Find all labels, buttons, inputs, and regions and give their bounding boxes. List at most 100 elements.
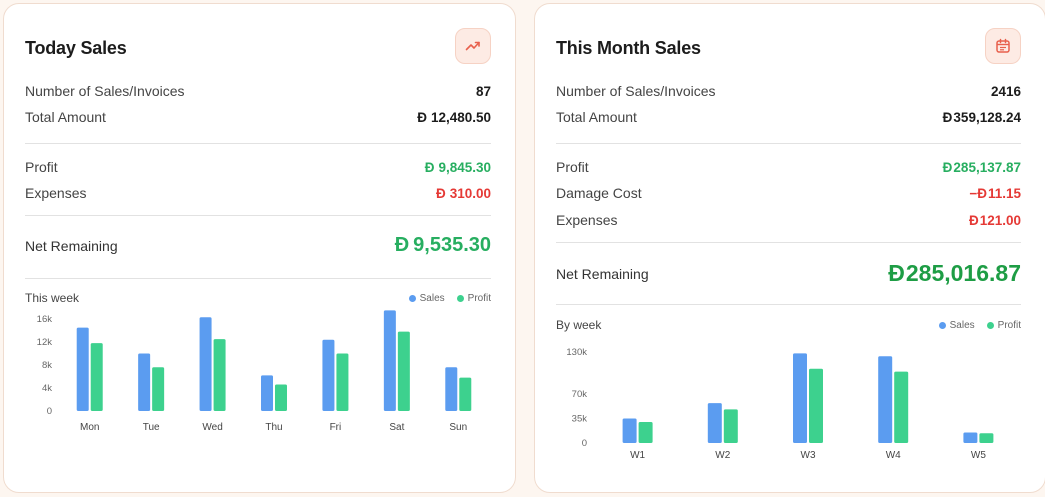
sales-bar (383, 310, 396, 411)
calendar-icon (996, 38, 1010, 53)
x-tick-label: Fri (330, 422, 342, 433)
currency-symbol: Đ (394, 234, 410, 256)
sales-bar (622, 418, 637, 443)
chart-legend: Sales Profit (408, 292, 491, 304)
calendar-badge[interactable] (985, 28, 1021, 64)
x-tick-label: Sat (389, 422, 404, 433)
profit-bar (809, 368, 823, 443)
sales-bar (322, 339, 335, 411)
invoices-label: Number of Sales/Invoices (25, 83, 185, 99)
net-value: Đ285,016.87 (888, 260, 1021, 287)
legend-profit[interactable]: Profit (986, 320, 1021, 331)
chart-legend: Sales Profit (938, 319, 1021, 331)
legend-dot (408, 294, 416, 302)
currency-symbol: Đ (435, 185, 446, 201)
card-title: This Month Sales (556, 38, 701, 58)
legend-label: Profit (467, 292, 491, 304)
profit-amount: 285,137.87 (953, 159, 1021, 175)
chart-title: This week (25, 291, 80, 305)
sales-bar (878, 356, 893, 443)
damage-row: Damage Cost −Đ11.15 (556, 185, 1021, 201)
y-tick-label: 4k (42, 383, 52, 394)
profit-bar (152, 367, 165, 411)
y-tick-label: 70k (572, 389, 588, 400)
legend-sales[interactable]: Sales (938, 319, 975, 331)
currency-symbol: Đ (942, 159, 953, 175)
x-tick-label: Wed (202, 422, 222, 433)
currency-symbol: Đ (968, 212, 979, 228)
y-tick-label: 0 (47, 406, 52, 417)
net-label: Net Remaining (25, 237, 118, 254)
x-tick-label: Thu (265, 422, 282, 433)
monthly-bar-chart: 130k 70k 35k 0 W1 W2 W3 W4 W5 (566, 347, 994, 461)
profit-value: Đ285,137.87 (943, 160, 1021, 175)
legend-dot (986, 321, 994, 329)
net-amount: 285,016.87 (905, 260, 1021, 286)
invoices-label: Number of Sales/Invoices (556, 83, 716, 99)
profit-bar (894, 371, 909, 443)
expenses-label: Expenses (556, 212, 618, 228)
legend-sales[interactable]: Sales (408, 292, 445, 304)
sales-bar (707, 403, 722, 443)
y-tick-label: 16k (37, 314, 53, 325)
expenses-value: Đ121.00 (969, 213, 1021, 228)
y-tick-label: 35k (572, 414, 588, 425)
profit-bar (275, 384, 287, 411)
y-tick-label: 0 (582, 438, 587, 449)
currency-symbol: Đ (888, 260, 905, 286)
profit-bar (90, 343, 103, 411)
profit-bar (459, 377, 472, 411)
sales-bar (199, 317, 212, 411)
profit-amount: 9,845.30 (438, 159, 491, 175)
damage-amount: 11.15 (987, 185, 1021, 201)
profit-bar (979, 433, 994, 443)
total-amount: 359,128.24 (953, 109, 1021, 125)
x-tick-label: W2 (715, 450, 730, 461)
y-tick-label: 12k (37, 337, 53, 348)
expenses-value: Đ 310.00 (436, 186, 491, 201)
profit-bar (213, 339, 226, 411)
x-tick-label: W1 (630, 450, 645, 461)
trend-badge[interactable] (455, 28, 491, 64)
net-row: Net Remaining Đ 9,535.30 (25, 234, 491, 257)
divider (556, 304, 1021, 305)
chart-title: By week (556, 318, 602, 332)
sales-bar (261, 375, 273, 411)
expenses-label: Expenses (25, 185, 87, 201)
month-sales-card: This Month Sales Number of Sales/Invoice… (534, 3, 1045, 493)
y-tick-label: 130k (566, 347, 587, 358)
expenses-row: Expenses Đ121.00 (556, 212, 1021, 228)
damage-label: Damage Cost (556, 185, 642, 201)
legend-label: Sales (949, 319, 975, 331)
sales-bar (793, 353, 807, 443)
invoices-value: 2416 (990, 83, 1021, 99)
currency-symbol: Đ (942, 109, 953, 125)
weekly-bar-chart: 16k 12k 8k 4k 0 Mon Tue Wed Thu Fri Sat Sun (37, 310, 472, 433)
profit-label: Profit (556, 159, 589, 175)
invoices-row: Number of Sales/Invoices 87 (25, 83, 491, 99)
profit-bar (723, 409, 738, 443)
total-value: Đ359,128.24 (943, 110, 1021, 125)
legend-profit[interactable]: Profit (456, 292, 491, 304)
total-value: Đ 12,480.50 (417, 110, 491, 125)
legend-label: Sales (419, 292, 445, 304)
expenses-row: Expenses Đ 310.00 (25, 185, 491, 201)
currency-symbol: Đ (417, 109, 427, 125)
x-tick-label: W5 (971, 450, 986, 461)
expenses-amount: 121.00 (979, 212, 1021, 228)
net-row: Net Remaining Đ285,016.87 (556, 260, 1021, 287)
invoices-value: 87 (475, 83, 491, 99)
divider (25, 143, 491, 144)
x-tick-label: Sun (449, 422, 467, 433)
currency-symbol: Đ (977, 185, 987, 201)
x-tick-label: Tue (143, 422, 160, 433)
profit-bar (336, 353, 349, 411)
profit-row: Profit Đ285,137.87 (556, 159, 1021, 175)
expenses-amount: 310.00 (449, 185, 491, 201)
divider (25, 215, 491, 216)
profit-row: Profit Đ 9,845.30 (25, 159, 491, 175)
profit-bar (638, 422, 653, 443)
trending-up-icon (465, 41, 480, 51)
x-tick-label: W4 (886, 450, 901, 461)
legend-dot (938, 321, 946, 329)
